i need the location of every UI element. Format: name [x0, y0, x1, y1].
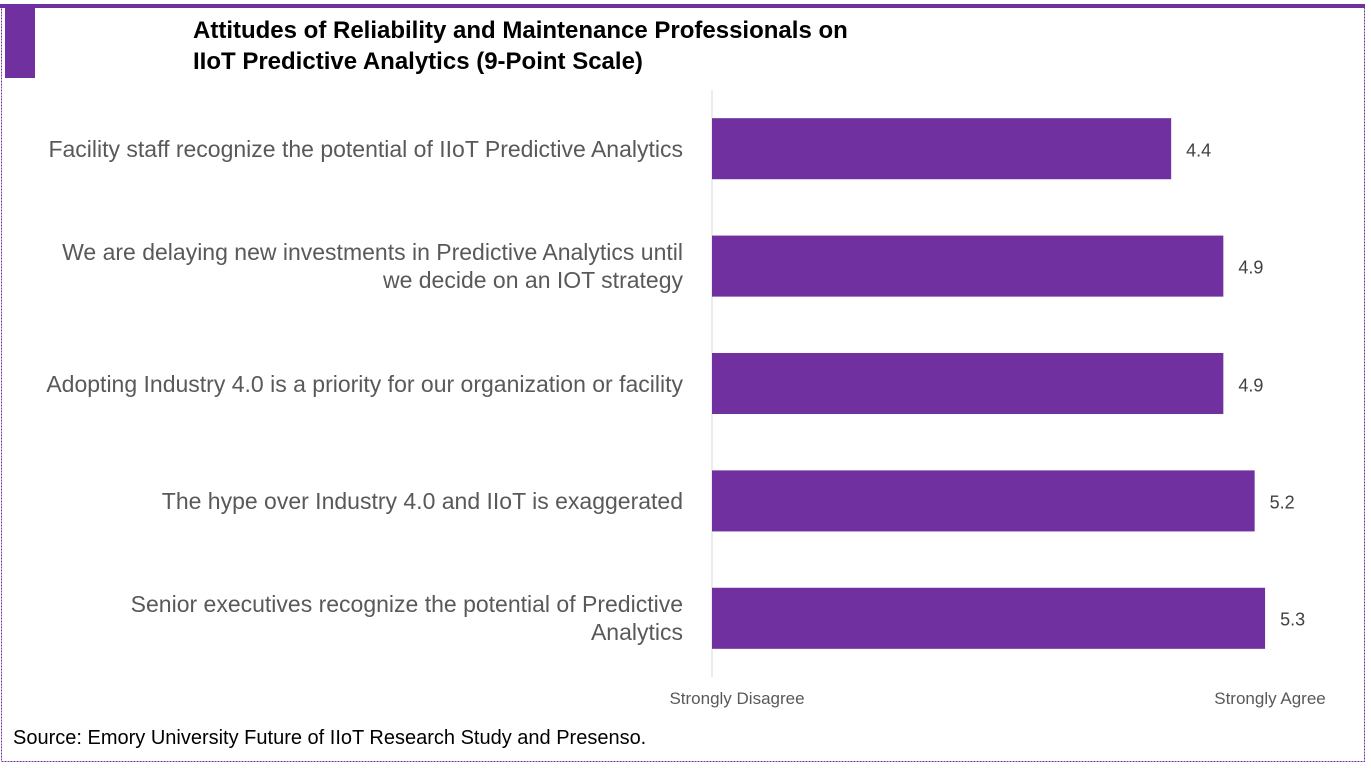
bar	[712, 470, 1255, 532]
bar	[712, 118, 1172, 180]
category-label: Facility staff recognize the potential o…	[48, 135, 683, 162]
bar	[712, 587, 1266, 649]
bar	[712, 352, 1224, 415]
axis-label-right: Strongly Agree	[1214, 689, 1326, 708]
axis-label-left: Strongly Disagree	[669, 689, 805, 708]
value-label: 5.2	[1269, 492, 1295, 513]
category-label: We are delaying new investments in Predi…	[62, 239, 683, 294]
bar	[712, 235, 1224, 297]
corner-block	[5, 5, 35, 78]
value-label: 5.3	[1280, 609, 1306, 630]
value-label: 4.4	[1186, 140, 1212, 161]
category-label: Adopting Industry 4.0 is a priority for …	[46, 370, 683, 397]
category-label: The hype over Industry 4.0 and IIoT is e…	[161, 487, 683, 514]
value-label: 4.9	[1238, 257, 1264, 278]
top-band	[0, 4, 1365, 8]
category-label: Senior executives recognize the potentia…	[130, 591, 683, 646]
chart-title: Attitudes of Reliability and Maintenance…	[193, 17, 848, 75]
value-label: 4.9	[1238, 375, 1264, 395]
source-note: Source: Emory University Future of IIoT …	[13, 727, 647, 749]
